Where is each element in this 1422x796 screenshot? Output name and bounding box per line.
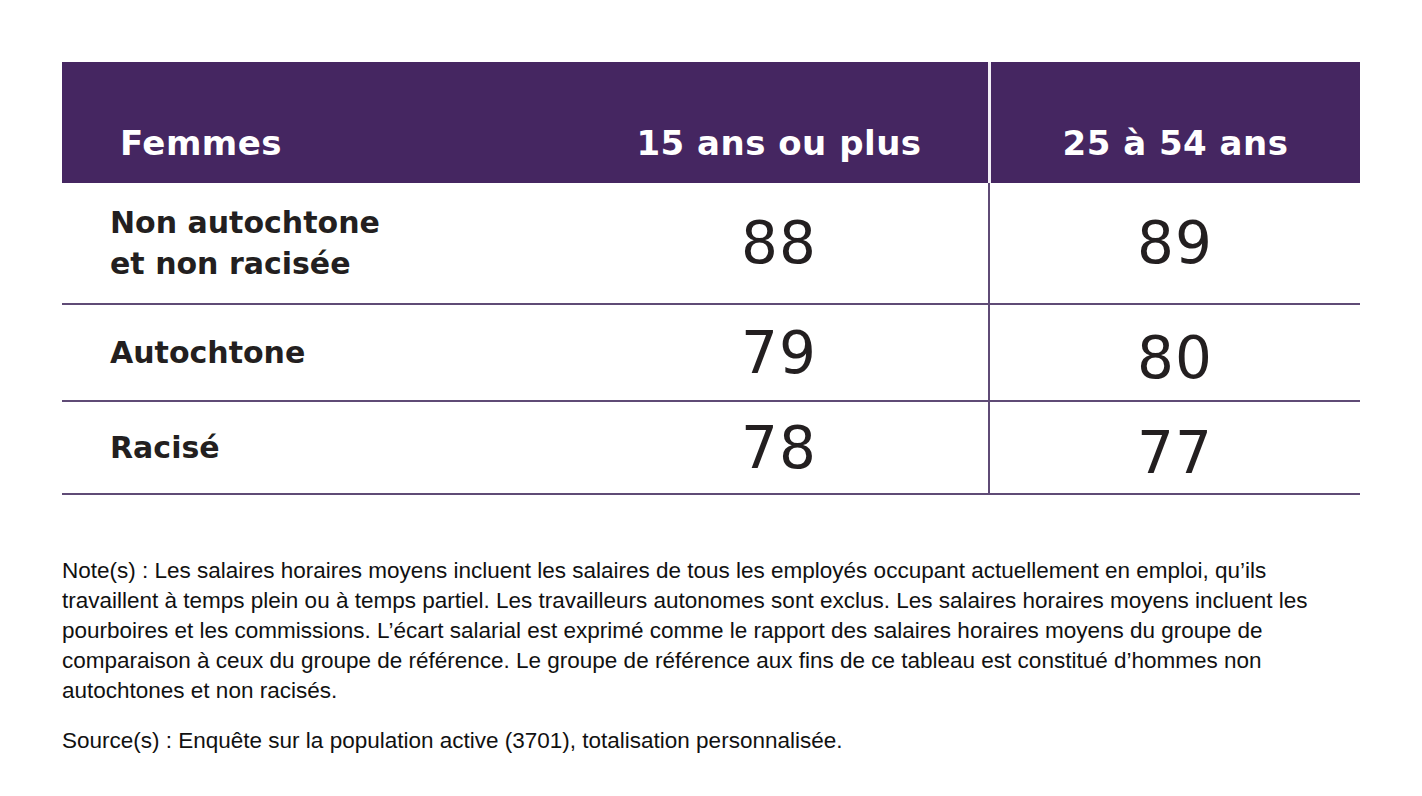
- value-text: 88: [741, 209, 817, 277]
- row-label-non-autochtone-et-non-racisee: Non autochtone et non racisée: [62, 183, 570, 303]
- table-header-col-15-ans-ou-plus: 15 ans ou plus: [570, 62, 988, 183]
- value-text: 78: [741, 414, 817, 482]
- page-canvas: Femmes 15 ans ou plus 25 à 54 ans Non au…: [0, 0, 1422, 796]
- cell-value: 77: [988, 402, 1360, 493]
- row-label-autochtone: Autochtone: [62, 305, 570, 400]
- table-header-group: Femmes: [62, 62, 570, 183]
- value-text: 79: [741, 319, 817, 387]
- table-row: Autochtone 79 80: [62, 305, 1360, 402]
- table-notes: Note(s) : Les salaires horaires moyens i…: [62, 556, 1362, 706]
- row-label-racise: Racisé: [62, 402, 570, 493]
- value-text: 77: [1137, 419, 1213, 487]
- cell-value: 80: [988, 305, 1360, 400]
- table-row: Racisé 78 77: [62, 402, 1360, 495]
- table-header-col-25-a-54-ans: 25 à 54 ans: [988, 62, 1360, 183]
- cell-value: 79: [570, 305, 988, 400]
- table-source: Source(s) : Enquête sur la population ac…: [62, 726, 1362, 756]
- cell-value: 89: [988, 183, 1360, 303]
- value-text: 89: [1137, 209, 1213, 277]
- cell-value: 88: [570, 183, 988, 303]
- value-text: 80: [1137, 324, 1213, 392]
- cell-value: 78: [570, 402, 988, 493]
- wage-ratio-table: Femmes 15 ans ou plus 25 à 54 ans Non au…: [62, 62, 1360, 495]
- table-row: Non autochtone et non racisée 88 89: [62, 183, 1360, 305]
- table-header-row: Femmes 15 ans ou plus 25 à 54 ans: [62, 62, 1360, 183]
